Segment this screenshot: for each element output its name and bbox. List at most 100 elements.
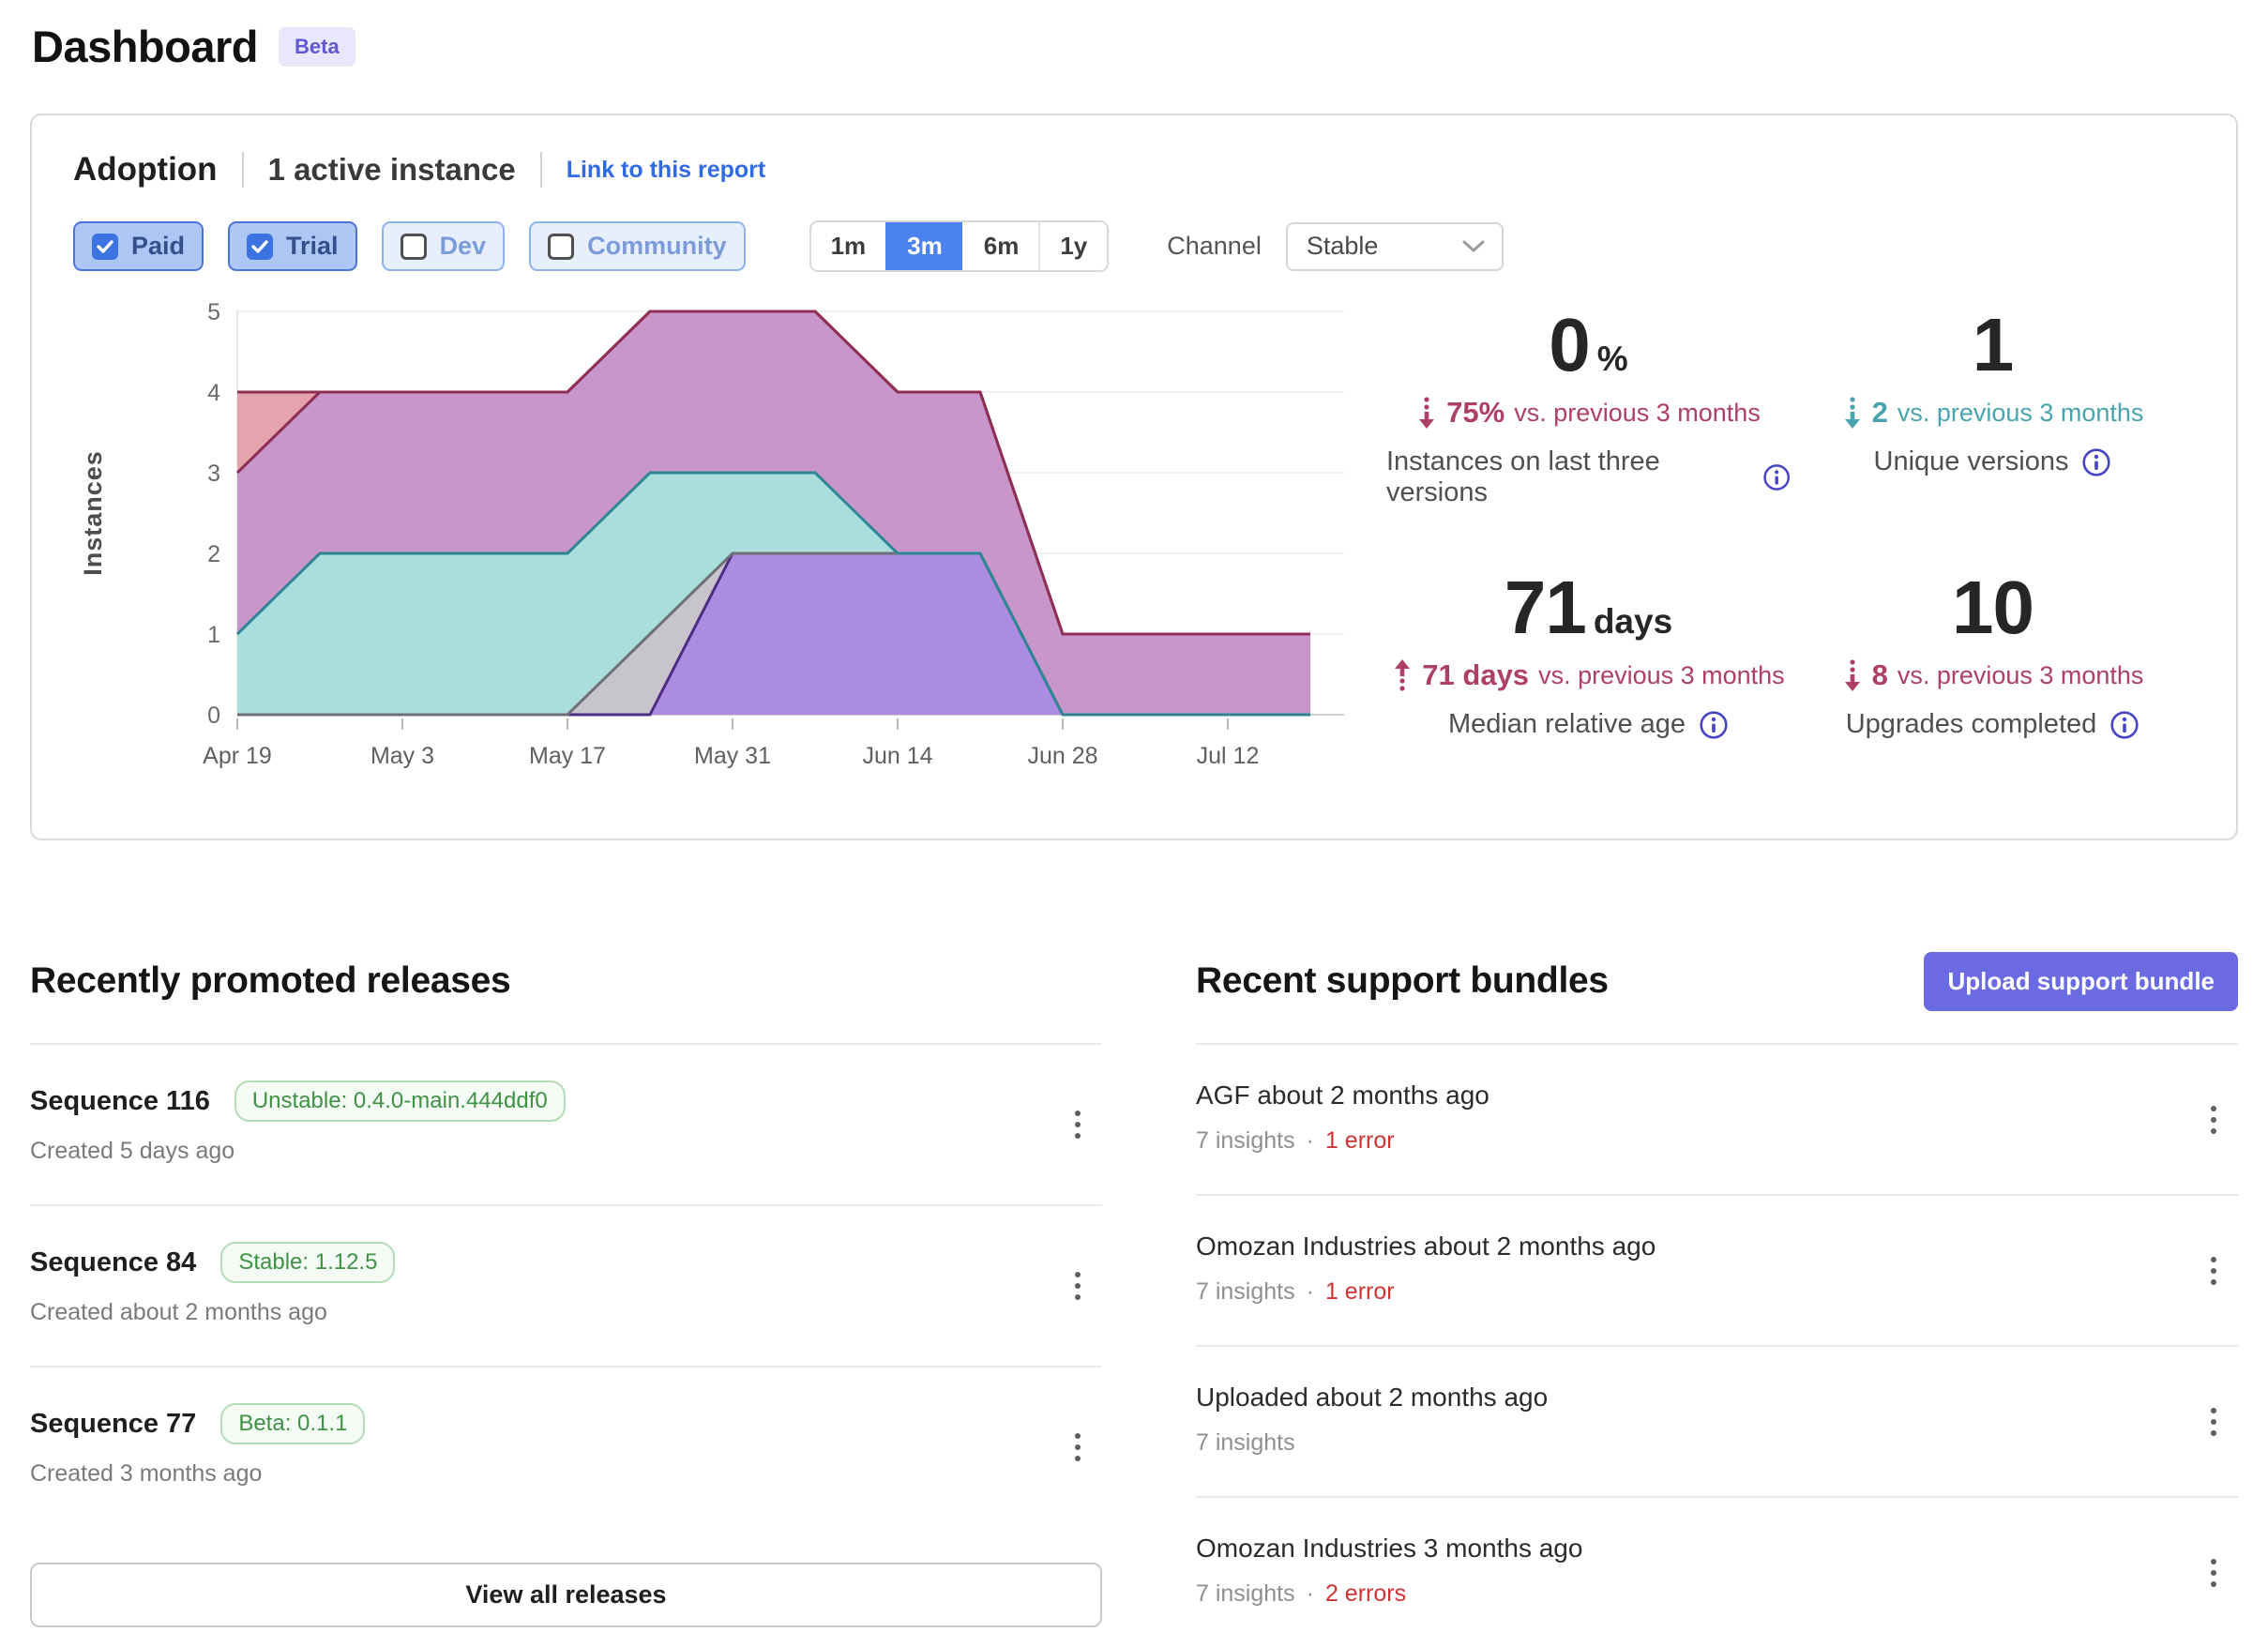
release-title-row: Sequence 84 Stable: 1.12.5 — [30, 1242, 1046, 1283]
stat-value: 1 — [1972, 303, 2014, 386]
upload-support-bundle-button[interactable]: Upload support bundle — [1924, 951, 2238, 1011]
stat-3: 10 8 vs. previous 3 months Upgrades complet… — [1791, 565, 2195, 788]
line-version-salmon — [237, 310, 1310, 636]
stat-label: Unique versions — [1873, 446, 2069, 476]
filter-label: Paid — [131, 232, 186, 260]
info-icon[interactable] — [2109, 710, 2139, 740]
titlebar: Dashboard Beta — [32, 21, 2238, 72]
info-icon[interactable] — [1762, 462, 1791, 492]
bundle-title[interactable]: Omozan Industries 3 months ago — [1196, 1534, 1583, 1563]
stat-label-row: Median relative age — [1448, 709, 1729, 740]
stat-delta-caption: vs. previous 3 months — [1897, 660, 2144, 689]
area-version-teal — [237, 473, 1310, 715]
stat-delta-value: 75% — [1446, 396, 1505, 429]
y-axis-title: Instances — [79, 450, 107, 576]
release-row: Sequence 116 Unstable: 0.4.0-main.444ddf0… — [30, 1045, 1102, 1206]
release-channel-badge: Unstable: 0.4.0-main.444ddf0 — [234, 1080, 566, 1122]
stat-value: 10 — [1952, 566, 2034, 649]
kebab-menu-icon[interactable] — [2193, 1092, 2234, 1148]
bundles-heading: Recent support bundles — [1196, 960, 1609, 1001]
release-row: Sequence 77 Beta: 0.1.1 Created 3 months a… — [30, 1367, 1102, 1527]
filter-trial[interactable]: Trial — [228, 221, 357, 271]
release-channel-badge: Stable: 1.12.5 — [220, 1242, 396, 1283]
x-tick-label: Jun 28 — [1027, 743, 1097, 769]
range-1y[interactable]: 1y — [1038, 222, 1107, 270]
kebab-menu-icon[interactable] — [1057, 1258, 1098, 1314]
bundle-meta: 7 insights · 2 errors — [1196, 1580, 2182, 1608]
bundle-title[interactable]: AGF about 2 months ago — [1196, 1080, 1489, 1110]
chevron-down-icon — [1462, 240, 1485, 251]
y-tick-label: 0 — [207, 703, 220, 729]
trend-down-icon — [1419, 397, 1435, 429]
filter-label: Community — [587, 232, 727, 260]
x-tick-label: May 17 — [529, 743, 606, 769]
stat-delta: 71 days vs. previous 3 months — [1392, 658, 1785, 692]
bundle-meta: 7 insights · 1 error — [1196, 1278, 2182, 1306]
checkbox-unchecked-icon[interactable] — [548, 233, 575, 260]
meta-separator: · — [1306, 1127, 1314, 1154]
stat-label-row: Unique versions — [1874, 446, 2112, 477]
range-1m[interactable]: 1m — [830, 232, 867, 260]
stat-delta-caption: vs. previous 3 months — [1538, 660, 1785, 689]
trend-down-icon — [1844, 397, 1860, 429]
release-sequence-name: Sequence 84 — [30, 1247, 197, 1277]
beta-badge: Beta — [279, 26, 355, 67]
bundle-meta: 7 insights · 1 error — [1196, 1127, 2182, 1155]
bundle-title[interactable]: Omozan Industries about 2 months ago — [1196, 1231, 1656, 1261]
trend-up-icon — [1395, 659, 1411, 691]
stat-delta-value: 71 days — [1422, 658, 1530, 691]
adoption-chart: 0 1 2 3 4 5 Apr 19 May 3 May 17 May 31 Jun 14 Jun 2… — [79, 299, 1344, 769]
x-tick-label: May 31 — [694, 743, 771, 769]
stat-value: 0 — [1549, 303, 1590, 386]
releases-heading: Recently promoted releases — [30, 960, 511, 1001]
bundle-insights-count: 7 insights — [1196, 1580, 1295, 1607]
kebab-menu-icon[interactable] — [2193, 1545, 2234, 1601]
link-to-report[interactable]: Link to this report — [566, 156, 766, 183]
release-sequence-name: Sequence 77 — [30, 1408, 197, 1439]
info-icon[interactable] — [1699, 710, 1729, 740]
bundle-errors-count: 1 error — [1324, 1278, 1395, 1305]
range-3m[interactable]: 3m — [885, 222, 962, 270]
bundle-insights-count: 7 insights — [1196, 1429, 1295, 1456]
checkbox-unchecked-icon[interactable] — [400, 233, 427, 260]
stat-delta: 2 vs. previous 3 months — [1842, 396, 2144, 430]
kebab-menu-icon[interactable] — [2193, 1243, 2234, 1299]
filter-paid[interactable]: Paid — [73, 221, 204, 271]
channel-label: Channel — [1167, 232, 1262, 260]
stat-label-row: Instances on last three versions — [1386, 446, 1791, 508]
bundle-insights-count: 7 insights — [1196, 1278, 1295, 1305]
divider — [30, 1043, 1102, 1045]
x-tick-label: Apr 19 — [203, 743, 272, 769]
checkbox-checked-icon[interactable] — [247, 233, 274, 260]
kebab-menu-icon[interactable] — [2193, 1394, 2234, 1450]
support-bundle-row: AGF about 2 months ago 7 insights · 1 error — [1196, 1045, 2238, 1196]
stat-unit: days — [1593, 602, 1673, 641]
bundle-meta: 7 insights — [1196, 1429, 2182, 1457]
kebab-menu-icon[interactable] — [1057, 1096, 1098, 1153]
bundle-insights-count: 7 insights — [1196, 1127, 1295, 1154]
range-6m[interactable]: 6m — [983, 232, 1020, 260]
info-icon[interactable] — [2081, 447, 2111, 477]
support-bundles-section: Recent support bundles Upload support bu… — [1196, 951, 2238, 1647]
release-row: Sequence 84 Stable: 1.12.5 Created about 2… — [30, 1206, 1102, 1367]
filter-dev[interactable]: Dev — [381, 221, 506, 271]
stat-delta-caption: vs. previous 3 months — [1897, 398, 2144, 427]
stat-delta-caption: vs. previous 3 months — [1514, 398, 1761, 427]
x-tick-label: Jun 14 — [862, 743, 932, 769]
kebab-menu-icon[interactable] — [1057, 1419, 1098, 1475]
releases-header: Recently promoted releases — [30, 951, 1102, 1011]
adoption-stats: 0% 75% vs. previous 3 months Instances on l… — [1386, 295, 2195, 810]
release-created-text: Created about 2 months ago — [30, 1299, 327, 1325]
checkbox-checked-icon[interactable] — [92, 233, 118, 260]
stat-big-value: 10 — [1952, 565, 2034, 651]
y-tick-label: 1 — [207, 622, 220, 648]
view-all-releases-button[interactable]: View all releases — [30, 1563, 1102, 1627]
header-separator — [241, 152, 244, 188]
stat-value: 71 — [1504, 566, 1587, 649]
channel-select[interactable]: Stable — [1285, 221, 1504, 271]
bundle-title[interactable]: Uploaded about 2 months ago — [1196, 1383, 1549, 1412]
header-separator — [539, 152, 542, 188]
x-tick-label: May 3 — [370, 743, 434, 769]
filter-community[interactable]: Community — [529, 221, 746, 271]
